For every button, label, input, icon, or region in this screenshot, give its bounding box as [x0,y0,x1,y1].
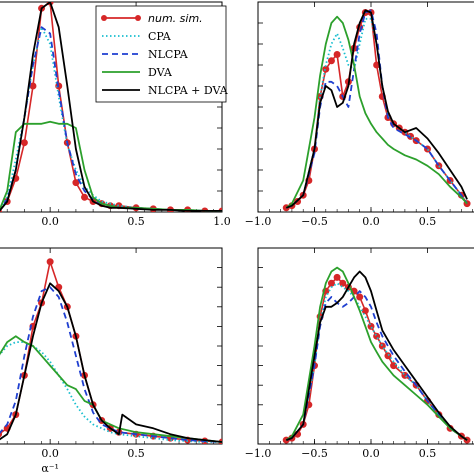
panel-top-left: 0.0 0.5 1.0 [0,1,231,228]
legend-label: NLCPA [148,48,189,61]
series-line-nlcpa-dva [0,282,222,443]
legend-marker [101,15,107,21]
data-point-num-sim [390,362,398,370]
x-tick-label: 0.5 [127,215,145,228]
data-point-num-sim [339,279,347,287]
legend: num. sim. CPA NLCPA DVA NLCPA + DVA [95,5,229,103]
data-point-num-sim [20,139,28,147]
data-point-num-sim [361,307,369,315]
legend-label: CPA [148,30,172,43]
data-point-num-sim [327,279,335,287]
series-line-nlcpa-dva [285,9,468,209]
data-point-num-sim [81,193,89,201]
legend-label: DVA [148,66,173,79]
x-tick-label: 1.0 [213,215,231,228]
data-point-num-sim [29,82,37,90]
series-line-nlcpa [0,26,222,212]
series-line-nlcpa [0,286,222,443]
x-tick-label: 0.0 [41,447,59,460]
panel-bottom-right: −1.0 −0.5 0.0 0.5 [245,247,474,460]
x-tick-label: 0.0 [362,447,380,460]
axes-frame [257,1,474,213]
x-tick-label: −1.0 [245,215,272,228]
x-tick-label: −0.5 [301,447,328,460]
x-axis-label: α⁻¹ [41,462,59,474]
data-point-num-sim [322,65,330,73]
legend-label: num. sim. [148,12,203,25]
data-point-num-sim [333,51,341,58]
data-point-num-sim [327,57,335,65]
x-tick-label: 0.0 [41,215,59,228]
data-point-num-sim [356,293,364,301]
data-point-num-sim [384,352,392,360]
x-tick-label: 0.5 [419,447,437,460]
series-line-num-sim- [0,260,222,443]
panel-bottom-left: 0.0 0.5 α⁻¹ [0,247,223,474]
x-tick-label: 0.5 [419,215,437,228]
x-tick-label: −0.5 [301,215,328,228]
series-line-nlcpa-dva [285,270,468,441]
series-line-dva [285,266,468,441]
legend-marker [135,15,141,21]
legend-label: NLCPA + DVA [148,84,229,97]
data-point-num-sim [72,179,80,187]
series-line-cpa [0,341,222,443]
panel-top-right: −1.0 −0.5 0.0 0.5 [245,1,474,228]
x-tick-label: 0.0 [362,215,380,228]
data-point-num-sim [333,273,341,281]
series-line-dva [0,120,222,212]
data-point-num-sim [46,258,54,266]
x-tick-label: 0.5 [127,447,145,460]
x-tick-label: −1.0 [245,447,272,460]
series-line-cpa [285,282,468,441]
series-line-dva [0,335,222,443]
series-line-dva [285,15,468,209]
series-line-nlcpa-dva [0,2,222,212]
data-point-num-sim [378,342,386,350]
